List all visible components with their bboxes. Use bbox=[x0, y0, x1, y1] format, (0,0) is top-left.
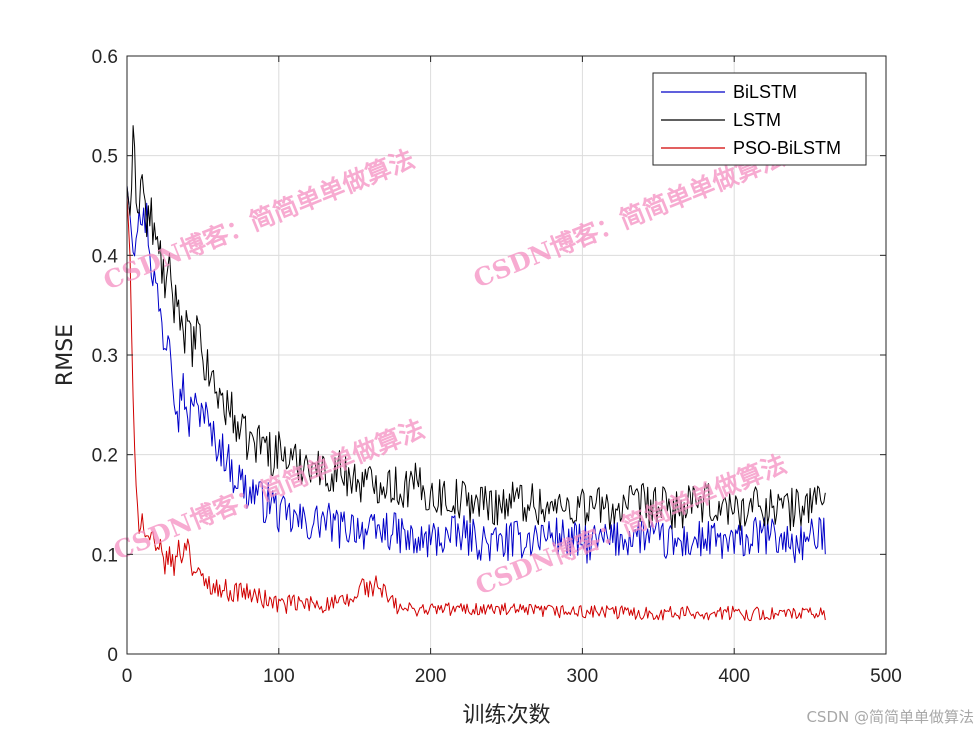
x-axis-label: 训练次数 bbox=[462, 703, 550, 728]
y-tick-label: 0.2 bbox=[92, 446, 118, 467]
legend-label: LSTM bbox=[733, 110, 781, 130]
y-axis-label: RMSE bbox=[53, 324, 78, 386]
credit-text: CSDN @简简单单做算法 bbox=[806, 708, 974, 726]
legend-label: BiLSTM bbox=[733, 82, 797, 102]
y-tick-label: 0.4 bbox=[92, 246, 119, 267]
y-tick-label: 0 bbox=[107, 645, 118, 666]
y-tick-label: 0.1 bbox=[92, 545, 118, 566]
y-tick-label: 0.5 bbox=[92, 147, 118, 168]
series-line-bilstm bbox=[126, 185, 826, 564]
x-tick-label: 0 bbox=[122, 666, 133, 687]
y-tick-label: 0.6 bbox=[92, 47, 118, 68]
x-tick-label: 200 bbox=[415, 666, 447, 687]
y-tick-label: 0.3 bbox=[92, 346, 118, 367]
legend-box bbox=[652, 72, 867, 166]
x-tick-label: 300 bbox=[567, 666, 599, 687]
grid bbox=[126, 55, 887, 655]
legend: BiLSTM LSTM PSO-BiLSTM bbox=[652, 72, 867, 166]
x-tick-label: 100 bbox=[263, 666, 295, 687]
series-line-pso-bilstm bbox=[126, 195, 826, 622]
legend-label: PSO-BiLSTM bbox=[733, 138, 841, 158]
series-line-lstm bbox=[126, 125, 826, 532]
tick-layer: 0 100 200 300 400 500 0 0.1 0.2 0.3 0.4 0.5 0.6 bbox=[92, 47, 902, 687]
x-tick-label: 500 bbox=[870, 666, 902, 687]
series-layer bbox=[126, 125, 826, 622]
x-tick-label: 400 bbox=[718, 666, 750, 687]
